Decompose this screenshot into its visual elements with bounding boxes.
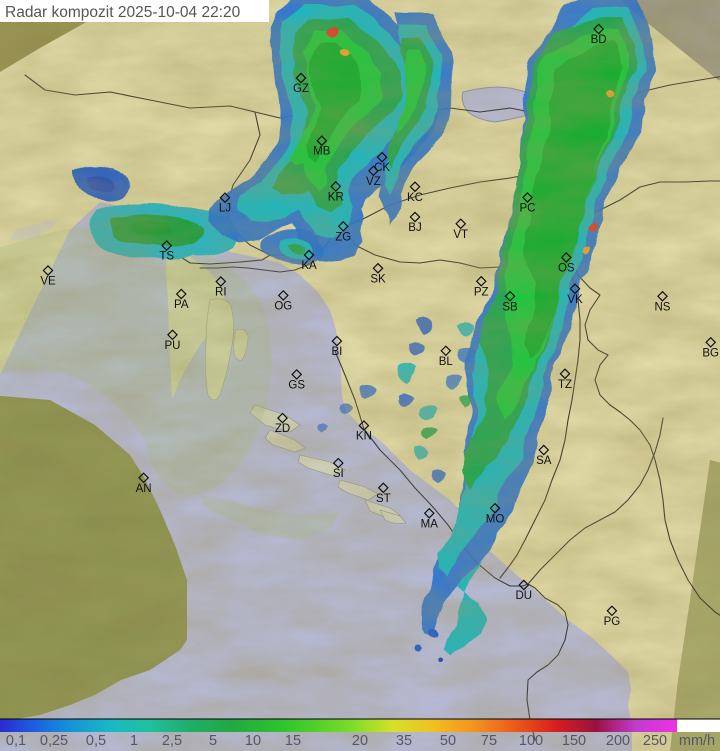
svg-text:Radar kompozit 2025-10-04: Radar kompozit 2025-10-04 22:20 — [5, 4, 241, 21]
svg-text:AN: AN — [136, 483, 152, 495]
svg-text:200: 200 — [606, 733, 630, 749]
svg-text:VT: VT — [453, 229, 468, 241]
svg-text:35: 35 — [396, 733, 412, 749]
svg-text:KR: KR — [328, 191, 344, 203]
svg-text:PZ: PZ — [474, 286, 489, 298]
svg-text:PG: PG — [604, 616, 621, 628]
svg-text:GS: GS — [288, 379, 305, 391]
svg-text:KN: KN — [356, 431, 372, 443]
svg-text:PU: PU — [165, 340, 181, 352]
svg-text:PA: PA — [174, 299, 189, 311]
svg-text:NS: NS — [655, 301, 671, 313]
svg-text:MO: MO — [486, 513, 505, 525]
svg-text:RI: RI — [215, 287, 227, 299]
svg-text:SK: SK — [370, 273, 386, 285]
svg-text:mm/h: mm/h — [679, 733, 715, 749]
svg-text:20: 20 — [352, 733, 368, 749]
svg-text:ZD: ZD — [275, 423, 290, 435]
svg-text:1: 1 — [130, 733, 138, 749]
svg-text:BJ: BJ — [408, 222, 421, 234]
svg-text:VZ: VZ — [366, 176, 381, 188]
svg-text:0,1: 0,1 — [6, 733, 26, 749]
svg-text:KC: KC — [407, 192, 423, 204]
svg-text:10: 10 — [245, 733, 261, 749]
svg-text:0,5: 0,5 — [86, 733, 106, 749]
svg-text:BI: BI — [331, 346, 342, 358]
svg-text:LJ: LJ — [219, 203, 231, 215]
svg-text:OG: OG — [274, 300, 292, 312]
svg-text:TZ: TZ — [558, 379, 572, 391]
svg-text:SA: SA — [536, 455, 552, 467]
svg-text:100: 100 — [519, 733, 543, 749]
svg-text:MB: MB — [313, 146, 331, 158]
svg-text:TS: TS — [159, 251, 174, 263]
svg-text:150: 150 — [562, 733, 586, 749]
svg-text:MA: MA — [421, 518, 439, 530]
svg-text:2,5: 2,5 — [162, 733, 182, 749]
svg-text:OS: OS — [558, 263, 575, 275]
svg-text:50: 50 — [440, 733, 456, 749]
svg-text:5: 5 — [209, 733, 217, 749]
svg-text:DU: DU — [515, 590, 532, 602]
svg-text:SI: SI — [333, 468, 344, 480]
svg-text:BG: BG — [702, 347, 719, 359]
svg-text:PC: PC — [520, 203, 536, 215]
svg-text:0,25: 0,25 — [40, 733, 68, 749]
svg-text:SB: SB — [502, 301, 518, 313]
svg-text:15: 15 — [285, 733, 301, 749]
svg-text:ST: ST — [376, 493, 391, 505]
svg-text:VK: VK — [567, 294, 583, 306]
svg-text:BL: BL — [439, 356, 454, 368]
svg-text:ZG: ZG — [335, 231, 351, 243]
svg-text:75: 75 — [481, 733, 497, 749]
svg-text:BD: BD — [591, 34, 607, 46]
svg-text:GZ: GZ — [293, 83, 309, 95]
svg-text:KA: KA — [301, 260, 317, 272]
svg-text:250: 250 — [643, 733, 667, 749]
svg-text:VE: VE — [40, 276, 56, 288]
